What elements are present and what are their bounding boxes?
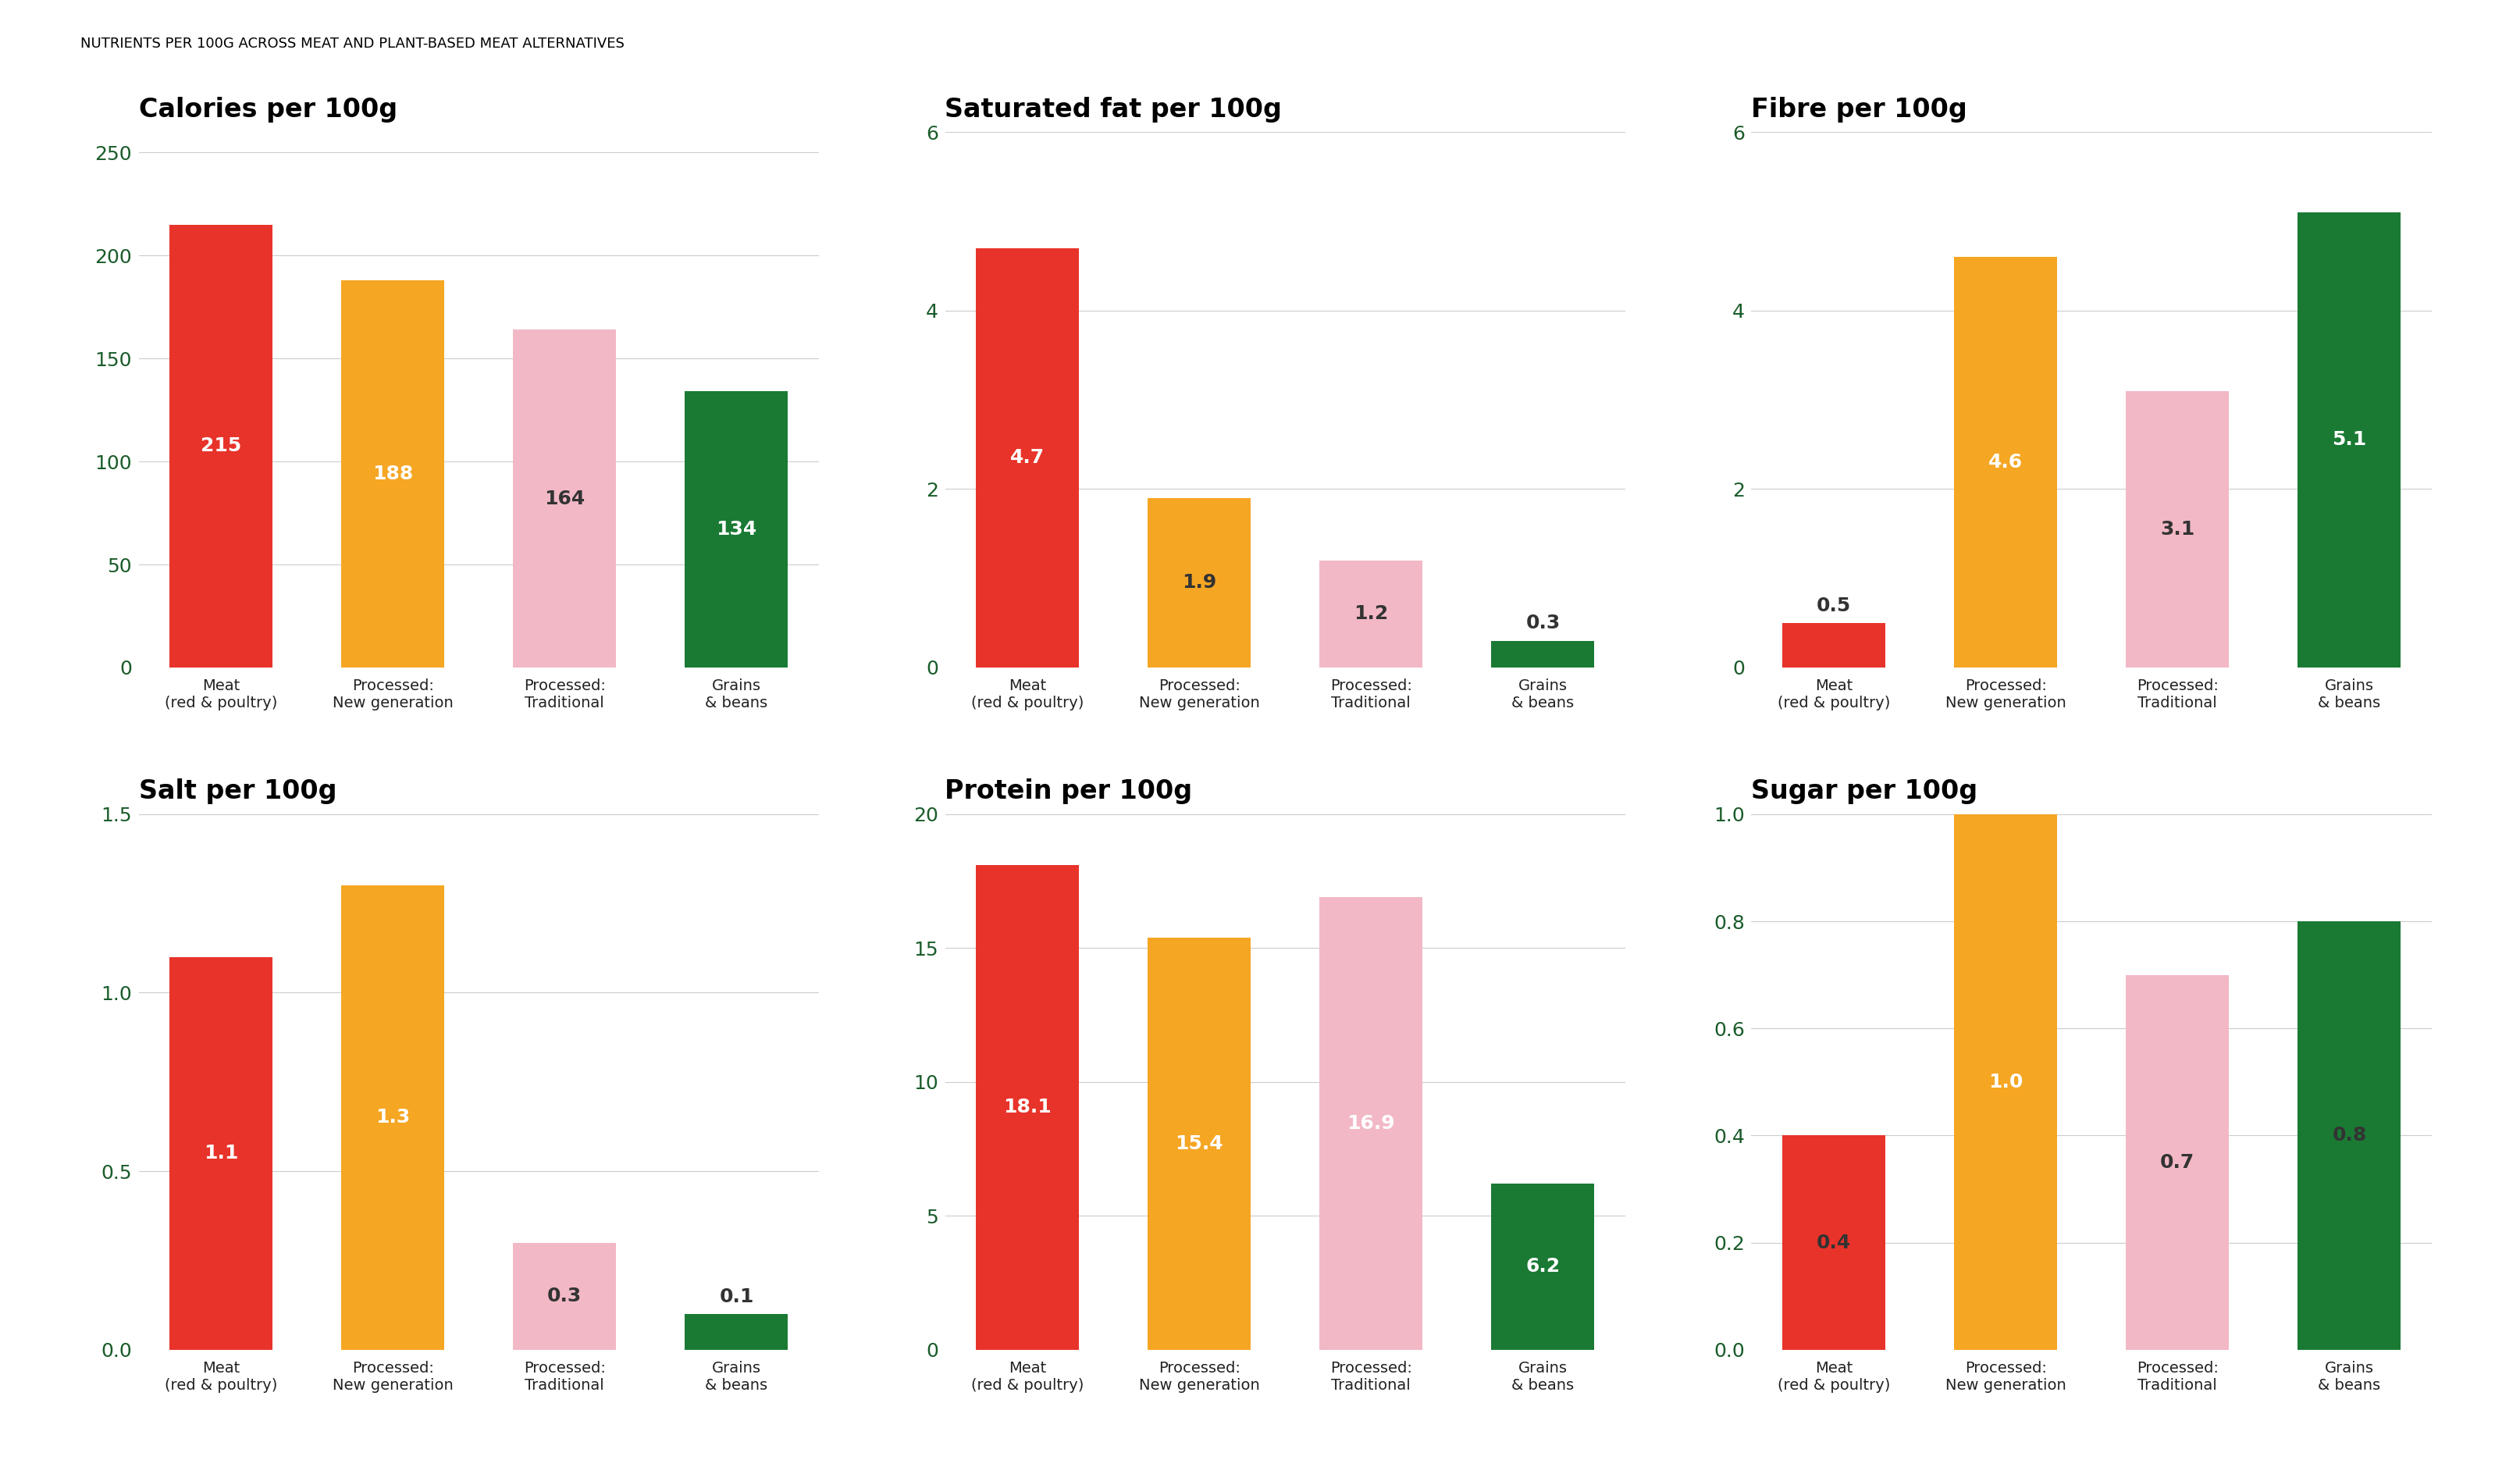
Bar <box>1782 623 1885 667</box>
Text: 4.6: 4.6 <box>1988 453 2024 471</box>
Text: Protein per 100g: Protein per 100g <box>945 779 1192 804</box>
Text: NUTRIENTS PER 100G ACROSS MEAT AND PLANT-BASED MEAT ALTERNATIVES: NUTRIENTS PER 100G ACROSS MEAT AND PLANT… <box>81 37 625 51</box>
Text: 0.7: 0.7 <box>2160 1153 2195 1172</box>
Bar <box>975 866 1079 1350</box>
Bar <box>685 392 789 667</box>
Bar <box>685 1314 789 1350</box>
Text: 18.1: 18.1 <box>1003 1097 1051 1116</box>
Bar <box>2298 921 2402 1350</box>
Text: 0.4: 0.4 <box>1817 1234 1852 1251</box>
Bar <box>514 330 617 667</box>
Text: 5.1: 5.1 <box>2331 430 2366 449</box>
Bar <box>1147 497 1250 667</box>
Bar <box>514 1243 617 1350</box>
Text: 0.3: 0.3 <box>547 1287 582 1306</box>
Text: 16.9: 16.9 <box>1348 1113 1396 1133</box>
Bar <box>169 224 272 667</box>
Bar <box>1492 641 1595 667</box>
Bar <box>169 956 272 1350</box>
Text: Fibre per 100g: Fibre per 100g <box>1751 97 1968 122</box>
Text: 1.3: 1.3 <box>375 1108 411 1127</box>
Text: 215: 215 <box>202 437 242 455</box>
Text: 0.8: 0.8 <box>2331 1127 2366 1144</box>
Bar <box>340 886 444 1350</box>
Text: 1.1: 1.1 <box>204 1144 239 1163</box>
Bar <box>340 280 444 667</box>
Text: 1.0: 1.0 <box>1988 1072 2024 1091</box>
Bar <box>2127 390 2230 667</box>
Text: 134: 134 <box>716 521 756 538</box>
Bar <box>1320 560 1424 667</box>
Text: 3.1: 3.1 <box>2160 519 2195 538</box>
Bar <box>1492 1184 1595 1350</box>
Text: Salt per 100g: Salt per 100g <box>139 779 338 804</box>
Bar <box>1320 898 1424 1350</box>
Text: Saturated fat per 100g: Saturated fat per 100g <box>945 97 1283 122</box>
Bar <box>1147 937 1250 1350</box>
Text: 0.3: 0.3 <box>1525 615 1560 632</box>
Text: 4.7: 4.7 <box>1011 449 1046 467</box>
Text: 164: 164 <box>544 489 585 508</box>
Bar <box>1782 1135 1885 1350</box>
Bar <box>975 248 1079 667</box>
Text: 1.2: 1.2 <box>1353 604 1389 623</box>
Bar <box>1953 257 2056 667</box>
Bar <box>1953 814 2056 1350</box>
Text: 0.5: 0.5 <box>1817 596 1852 615</box>
Text: Calories per 100g: Calories per 100g <box>139 97 398 122</box>
Bar <box>2298 213 2402 667</box>
Text: 0.1: 0.1 <box>718 1287 753 1306</box>
Text: 1.9: 1.9 <box>1182 574 1217 593</box>
Text: 6.2: 6.2 <box>1525 1257 1560 1276</box>
Bar <box>2127 976 2230 1350</box>
Text: Sugar per 100g: Sugar per 100g <box>1751 779 1978 804</box>
Text: 188: 188 <box>373 465 413 483</box>
Text: 15.4: 15.4 <box>1174 1134 1222 1153</box>
